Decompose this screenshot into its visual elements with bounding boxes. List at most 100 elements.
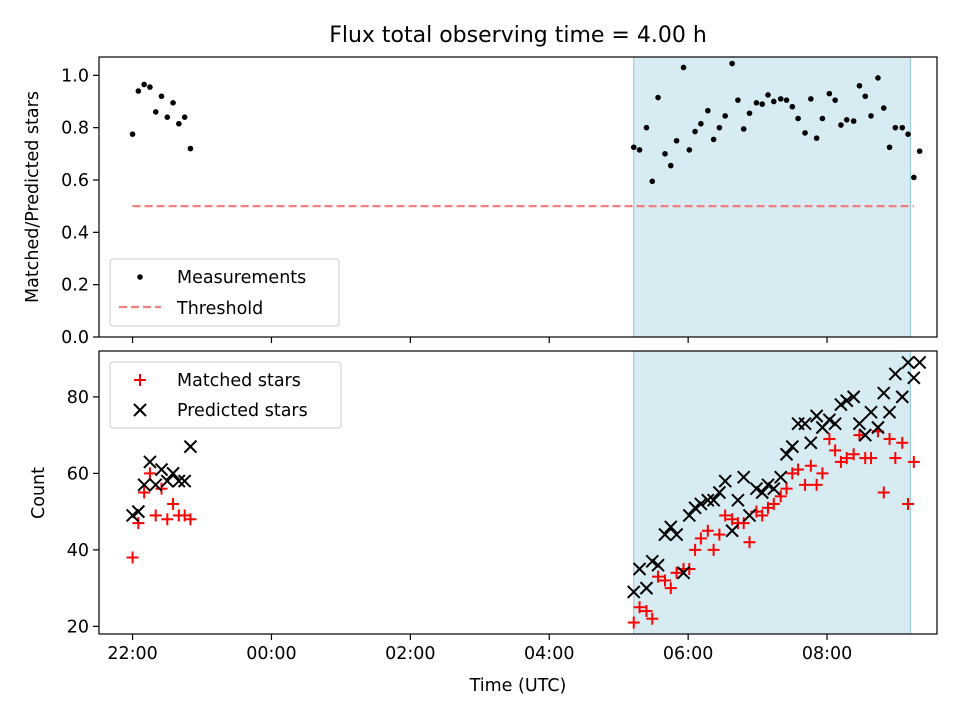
predicted-star-point (871, 420, 885, 435)
predicted-star-point-b (774, 470, 788, 484)
matched-star-point (799, 478, 812, 491)
predicted-star-point-b (712, 485, 727, 500)
predicted-star-point (149, 478, 163, 492)
measurement-point (802, 130, 808, 136)
predicted-star-point-b (658, 527, 672, 542)
predicted-star-point-b (804, 436, 818, 450)
measurement-point (765, 92, 771, 98)
predicted-star-point (639, 581, 654, 595)
predicted-star-point-b (131, 504, 146, 519)
measurement-point (170, 99, 176, 106)
legend-matched-label: Matched stars (177, 371, 301, 391)
y-tick-label: 0.6 (61, 171, 89, 191)
predicted-star-point (137, 478, 151, 492)
predicted-star-point (682, 508, 697, 523)
matched-star-point (149, 509, 162, 522)
predicted-star-point (172, 474, 186, 488)
predicted-star-point (669, 527, 684, 542)
predicted-star-point (731, 493, 745, 507)
predicted-star-point (725, 524, 739, 538)
predicted-star-point (694, 497, 708, 511)
predicted-star-point-b (822, 413, 837, 427)
measurement-point (759, 101, 766, 107)
predicted-star-point-b (701, 493, 715, 507)
measurement-point (686, 147, 693, 153)
predicted-star-point-b (785, 439, 800, 454)
x-tick-label: 02:00 (385, 644, 435, 664)
predicted-star-point-b (828, 416, 842, 431)
chart-title: Flux total observing time = 4.00 h (329, 23, 707, 48)
predicted-star-point (852, 416, 867, 431)
predicted-star-point-b (840, 394, 854, 408)
measurement-point (886, 144, 893, 151)
predicted-star-point-b (767, 481, 781, 496)
predicted-star-point-b (125, 508, 140, 523)
y-tick-label: 40 (67, 541, 89, 561)
y-tick-label: 0.0 (61, 328, 89, 348)
predicted-star-point (688, 501, 702, 515)
measurement-point (735, 97, 741, 103)
predicted-star-point (882, 405, 897, 419)
legend-measurements-marker (137, 274, 143, 280)
measurement-point (911, 174, 917, 181)
predicted-star-point (131, 504, 146, 519)
predicted-star-point (779, 447, 794, 461)
measurement-point (705, 107, 711, 114)
measurement-point (698, 120, 704, 127)
measurement-point (819, 115, 826, 122)
measurement-point (722, 113, 728, 119)
predicted-star-point (125, 508, 140, 523)
predicted-star-point-b (761, 478, 775, 492)
matched-star-point (896, 436, 909, 449)
predicted-star-point (798, 416, 812, 431)
measurement-point (868, 113, 874, 119)
measurement-point (777, 96, 784, 102)
matched-star-point (683, 562, 696, 575)
predicted-star-point-b (664, 520, 678, 534)
measurement-point (875, 75, 881, 81)
predicted-star-point (858, 428, 872, 442)
predicted-star-point (761, 478, 775, 492)
predicted-star-point (907, 371, 921, 385)
count-panel-frame (98, 350, 938, 635)
matched-star-point (707, 543, 720, 556)
count-legend-box (109, 361, 342, 429)
predicted-star-point-b (676, 566, 691, 580)
legend-predicted-label: Predicted stars (177, 401, 308, 421)
predicted-star-point (755, 485, 769, 500)
legend-matched-marker (134, 374, 146, 386)
matched-star-point (633, 601, 646, 614)
matched-star-point (167, 497, 180, 510)
predicted-star-point-b (736, 470, 751, 484)
predicted-star-point-b (864, 405, 878, 419)
legend-threshold-label: Threshold (176, 299, 263, 319)
matched-star-point (792, 463, 805, 476)
matched-star-point (865, 452, 878, 465)
matched-star-point (132, 517, 145, 530)
measurement-point (636, 147, 643, 153)
predicted-star-point-b (137, 478, 151, 492)
predicted-star-point (895, 390, 909, 404)
measurement-point (905, 131, 911, 137)
matched-star-point (743, 536, 756, 549)
matched-star-point (756, 509, 769, 522)
predicted-star-point-b (627, 585, 641, 599)
predicted-star-point (177, 474, 192, 488)
matched-star-point (816, 467, 829, 480)
predicted-star-point (822, 413, 837, 427)
predicted-star-point (651, 558, 665, 572)
predicted-star-point-b (725, 524, 739, 538)
measurement-point (649, 178, 656, 185)
measurement-point (856, 82, 863, 89)
predicted-star-point (676, 566, 691, 580)
count-panel: 22:00 00:00 02:00 04:00 06:00 08:00 20406080 … (29, 350, 938, 696)
matched-star-point (840, 452, 853, 465)
predicted-star-point-b (166, 466, 180, 481)
predicted-star-point-b (912, 355, 927, 370)
predicted-star-point-b (907, 371, 921, 385)
measurement-point (783, 97, 790, 103)
predicted-star-point (912, 355, 927, 370)
matched-star-point (719, 509, 732, 522)
measurement-point (643, 124, 650, 131)
predicted-star-point (749, 481, 764, 496)
